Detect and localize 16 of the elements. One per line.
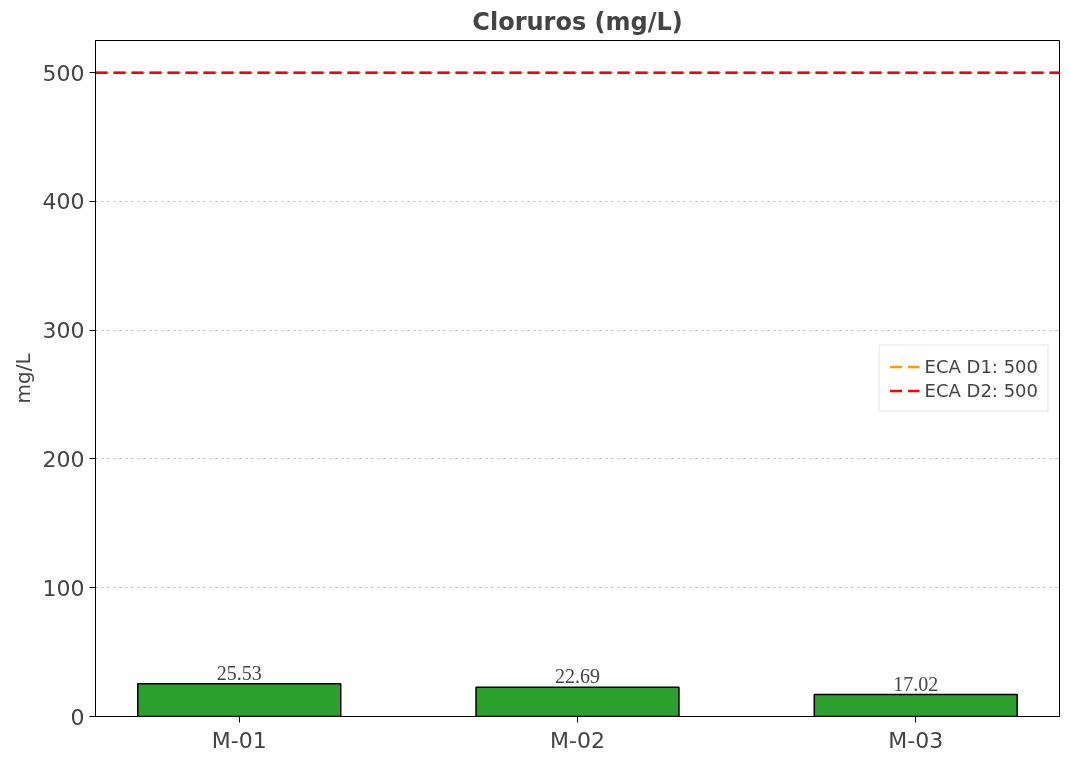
y-tick-label: 0 bbox=[70, 704, 85, 730]
chart-title: Cloruros (mg/L) bbox=[472, 7, 683, 36]
data-label: 17.02 bbox=[893, 672, 939, 695]
legend-label: ECA D2: 500 bbox=[924, 379, 1038, 401]
x-tick-label: M-02 bbox=[550, 727, 605, 753]
y-axis-title: mg/L bbox=[10, 352, 35, 404]
y-tick-label: 100 bbox=[42, 575, 85, 601]
data-label: 22.69 bbox=[555, 665, 600, 688]
data-label: 25.53 bbox=[216, 661, 262, 684]
legend-label: ECA D1: 500 bbox=[924, 355, 1038, 377]
x-tick-label: M-03 bbox=[888, 727, 944, 753]
x-tick-label: M-01 bbox=[211, 727, 267, 753]
y-tick-label: 200 bbox=[42, 446, 85, 472]
y-tick-label: 400 bbox=[42, 189, 85, 215]
y-tick-label: 500 bbox=[42, 60, 85, 86]
y-tick-label: 300 bbox=[42, 318, 85, 344]
